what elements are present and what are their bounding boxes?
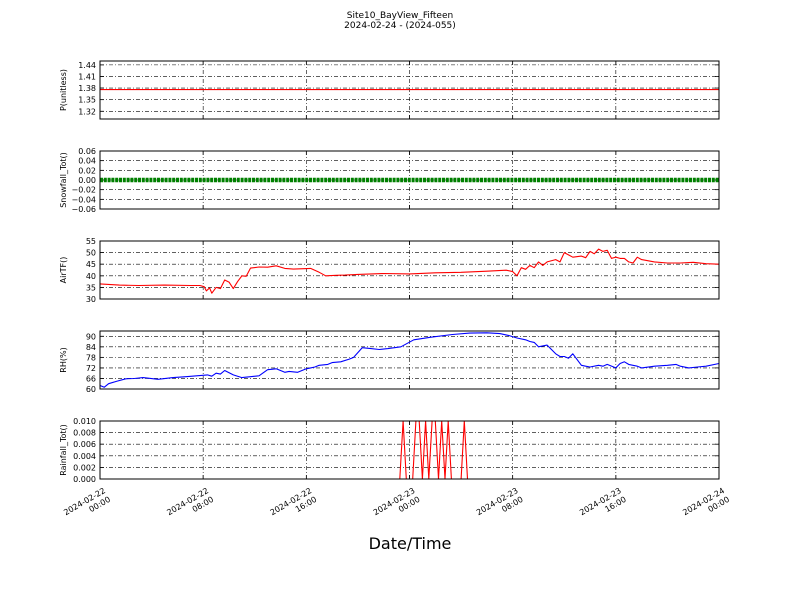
y-tick-label: −0.06: [71, 205, 96, 214]
y-tick-label: 0.002: [73, 463, 96, 472]
x-axis-label: Date/Time: [368, 534, 452, 553]
y-tick-label: 55: [86, 237, 96, 246]
y-axis-label: Snowfall_Tot(): [59, 152, 68, 208]
y-tick-label: 1.35: [78, 96, 96, 105]
series-line: [99, 332, 720, 388]
y-axis-label: Rainfall_Tot(): [59, 424, 68, 476]
y-tick-label: −0.02: [71, 186, 96, 195]
y-tick-label: 1.44: [78, 61, 96, 70]
y-tick-label: 40: [86, 272, 96, 281]
y-tick-label: 0.000: [73, 475, 96, 484]
y-axis-label: P(unitless): [59, 69, 68, 111]
y-tick-label: 1.38: [78, 84, 96, 93]
subplot-3: 55 50 45 40 35 30 AirTF(): [59, 237, 720, 304]
y-tick-label: 0.006: [73, 440, 96, 449]
series-line: [99, 248, 720, 294]
y-tick-label: 0.008: [73, 429, 96, 438]
y-tick-label: 1.41: [78, 72, 96, 81]
y-tick-label: 50: [86, 249, 96, 258]
y-tick-label: 60: [86, 385, 96, 394]
y-tick-label: 84: [86, 343, 96, 352]
subplot-2: 0.060.040.020.00−0.02−0.04−0.06Snowfall_…: [59, 147, 720, 214]
y-tick-label: 72: [86, 364, 96, 373]
y-tick-label: 0.004: [73, 452, 96, 461]
y-tick-label: 78: [86, 353, 96, 362]
y-tick-label: 35: [86, 283, 96, 292]
y-tick-label: 0.010: [73, 417, 96, 426]
y-tick-label: 0.06: [78, 147, 96, 156]
y-tick-label: 0.00: [78, 176, 96, 185]
subplot-5: 0.010 0.008 0.006 0.004 0.002 0.000 Rainfall_T…: [59, 417, 720, 484]
chart-title: Site10_BayView_Fifteen: [346, 11, 454, 21]
y-axis-label: AirTF(): [59, 257, 68, 284]
y-tick-label: 90: [86, 332, 96, 341]
y-tick-label: 66: [86, 374, 96, 383]
y-tick-label: 45: [86, 260, 96, 269]
subplot-1: 1.44 1.41 1.38 1.35 1.32 P(unitless): [59, 60, 720, 120]
y-axis-label: RH(%): [59, 347, 68, 372]
chart-subtitle: 2024-02-24 - (2024-055): [344, 21, 456, 31]
y-tick-label: 0.04: [78, 157, 96, 166]
y-tick-label: −0.04: [71, 195, 96, 204]
y-tick-label: 1.32: [78, 107, 96, 116]
y-tick-label: 0.02: [78, 166, 96, 175]
y-tick-label: 30: [86, 295, 96, 304]
